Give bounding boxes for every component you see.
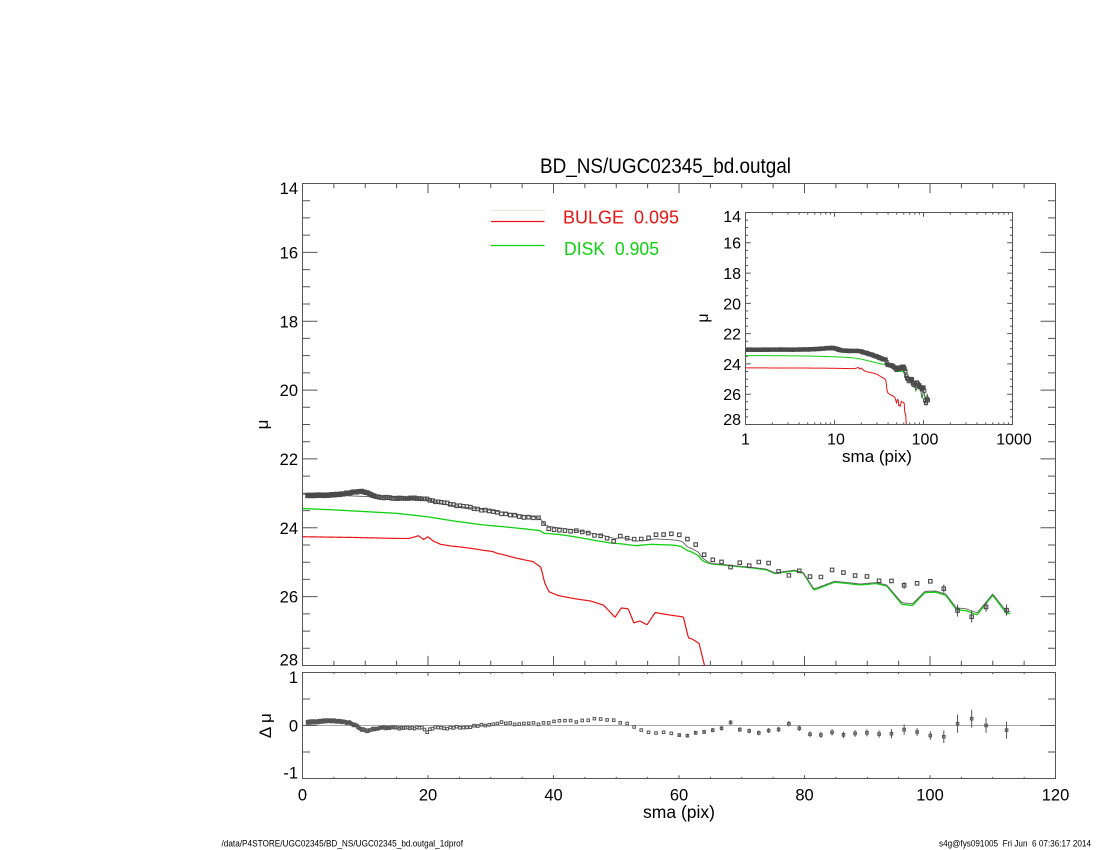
svg-text:20: 20 — [419, 787, 437, 805]
svg-text:μ: μ — [695, 313, 712, 322]
svg-text:1: 1 — [289, 669, 298, 687]
svg-text:sma (pix): sma (pix) — [643, 802, 715, 822]
svg-text:18: 18 — [723, 266, 741, 283]
svg-text:28: 28 — [280, 652, 298, 670]
svg-text:DISK 0.905: DISK 0.905 — [564, 238, 659, 259]
svg-text:16: 16 — [723, 236, 741, 253]
svg-text:14: 14 — [280, 180, 298, 198]
svg-text:1000: 1000 — [996, 432, 1032, 449]
svg-text:10: 10 — [827, 432, 845, 449]
svg-text:sma (pix): sma (pix) — [842, 447, 912, 466]
svg-text:16: 16 — [280, 245, 298, 263]
svg-text:22: 22 — [280, 451, 298, 469]
svg-text:100: 100 — [912, 432, 939, 449]
svg-text:-1: -1 — [283, 765, 298, 783]
svg-text:20: 20 — [280, 382, 298, 400]
svg-text:/data/P4STORE/UGC02345/BD_NS/U: /data/P4STORE/UGC02345/BD_NS/UGC02345_bd… — [222, 839, 464, 849]
svg-text:s4g@fys091005 Fri Jun 6 07:3: s4g@fys091005 Fri Jun 6 07:36:17 2014 — [939, 839, 1091, 849]
svg-text:24: 24 — [280, 520, 298, 538]
svg-text:40: 40 — [544, 787, 562, 805]
svg-text:18: 18 — [280, 313, 298, 331]
svg-text:μ: μ — [253, 420, 272, 430]
svg-text:BULGE 0.095: BULGE 0.095 — [563, 207, 679, 228]
svg-text:26: 26 — [723, 387, 741, 404]
svg-text:22: 22 — [723, 327, 741, 344]
svg-text:26: 26 — [280, 589, 298, 607]
svg-text:1: 1 — [741, 432, 750, 449]
svg-text:120: 120 — [1042, 787, 1070, 805]
svg-text:28: 28 — [723, 412, 741, 429]
svg-text:0: 0 — [298, 787, 307, 805]
svg-text:100: 100 — [916, 787, 944, 805]
svg-text:80: 80 — [795, 787, 813, 805]
svg-text:20: 20 — [723, 296, 741, 313]
svg-text:60: 60 — [670, 787, 688, 805]
svg-text:14: 14 — [723, 209, 741, 226]
svg-text:Δ μ: Δ μ — [256, 713, 275, 738]
svg-text:BD_NS/UGC02345_bd.outgal: BD_NS/UGC02345_bd.outgal — [540, 154, 791, 178]
svg-text:24: 24 — [723, 357, 741, 374]
svg-text:0: 0 — [289, 718, 298, 736]
